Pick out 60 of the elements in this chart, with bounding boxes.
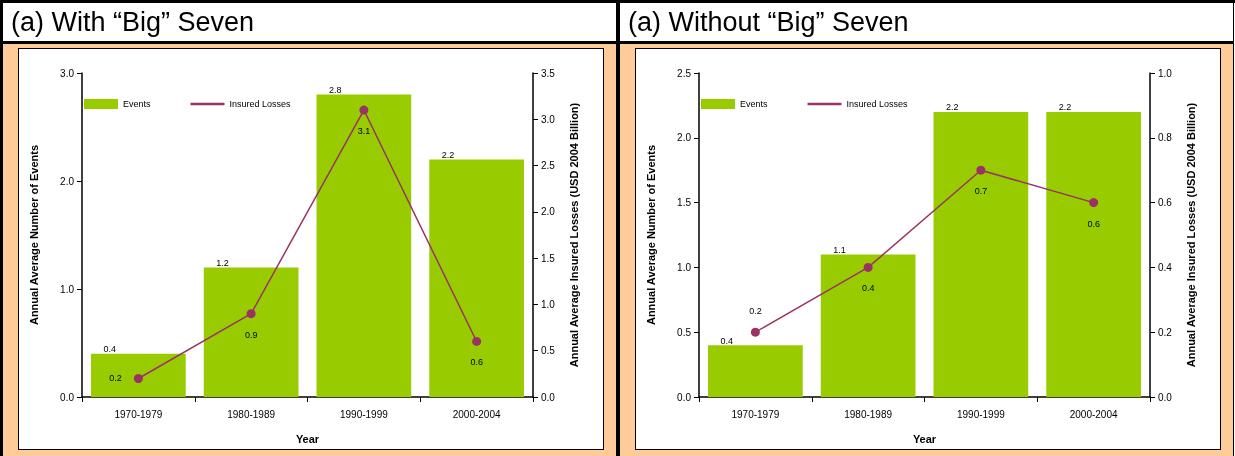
y2-tick-label: 0.2 <box>1158 326 1173 338</box>
x-tick-label: 2000-2004 <box>1069 408 1118 420</box>
y2-tick-label: 2.5 <box>541 160 556 172</box>
y-tick-label: 2.0 <box>60 175 75 187</box>
legend-label: Events <box>123 99 152 109</box>
chart-title: (a) With “Big” Seven <box>3 3 616 44</box>
y2-tick-label: 0.5 <box>541 345 556 357</box>
y-tick-label: 1.0 <box>60 283 75 295</box>
x-tick-label: 1990-1999 <box>956 408 1006 420</box>
x-tick-label: 1980-1989 <box>844 408 893 420</box>
data-label: 1.1 <box>833 244 846 255</box>
x-tick-label: 1990-1999 <box>339 408 389 420</box>
data-label: 2.8 <box>328 85 342 96</box>
x-axis-title: Year <box>295 432 320 445</box>
y2-tick-label: 2.0 <box>541 206 556 218</box>
data-label: 1.2 <box>216 257 229 268</box>
data-label: 0.4 <box>103 344 116 355</box>
data-label: 2.2 <box>441 149 455 160</box>
x-tick-label: 2000-2004 <box>452 408 501 420</box>
legend-label: Insured Losses <box>846 99 909 109</box>
y2-tick-label: 1.5 <box>541 252 556 264</box>
y2-axis-title: Annual Average Insured Losses (USD 2004 Billion) <box>1184 102 1197 368</box>
y2-tick-label: 1.0 <box>541 298 556 310</box>
y-tick-label: 0.0 <box>677 391 692 403</box>
legend-label: Events <box>740 99 769 109</box>
data-label: 2.2 <box>1058 102 1072 113</box>
data-label: 0.7 <box>974 186 988 197</box>
x-axis-title: Year <box>912 432 937 445</box>
y-axis-title: Annual Average Number of Events <box>644 144 657 326</box>
data-label: 0.4 <box>861 283 875 294</box>
y-axis-title: Annual Average Number of Events <box>27 144 40 326</box>
data-label: 0.6 <box>1087 218 1100 229</box>
y2-tick-label: 0.8 <box>1158 132 1173 144</box>
x-tick-label: 1980-1989 <box>227 408 276 420</box>
data-label: 0.6 <box>470 357 483 368</box>
chart-title: (a) Without “Big” Seven <box>620 3 1233 44</box>
y-tick-label: 0.0 <box>60 391 75 403</box>
y-tick-label: 1.5 <box>677 197 692 209</box>
y2-tick-label: 0.0 <box>1158 391 1173 403</box>
data-label: 0.9 <box>244 329 258 340</box>
data-label: 2.2 <box>945 102 959 113</box>
data-label: 0.2 <box>749 306 762 317</box>
y2-tick-label: 0.0 <box>541 391 556 403</box>
x-tick-label: 1970-1979 <box>114 408 163 420</box>
y-tick-label: 1.0 <box>677 261 692 273</box>
data-label: 3.1 <box>357 126 371 137</box>
y-tick-label: 3.0 <box>60 67 75 79</box>
legend-label: Insured Losses <box>229 99 292 109</box>
y-tick-label: 2.5 <box>677 67 692 79</box>
y2-tick-label: 1.0 <box>1158 67 1173 79</box>
y2-axis-title: Annual Average Insured Losses (USD 2004 Billion) <box>567 102 580 368</box>
data-label: 0.2 <box>109 373 122 384</box>
y2-tick-label: 0.6 <box>1158 197 1173 209</box>
data-label: 0.4 <box>720 335 733 346</box>
y-tick-label: 0.5 <box>677 326 692 338</box>
y2-tick-label: 3.0 <box>541 113 556 125</box>
y2-tick-label: 0.4 <box>1158 261 1173 273</box>
y-tick-label: 2.0 <box>677 132 692 144</box>
x-tick-label: 1970-1979 <box>731 408 780 420</box>
y2-tick-label: 3.5 <box>541 67 556 79</box>
